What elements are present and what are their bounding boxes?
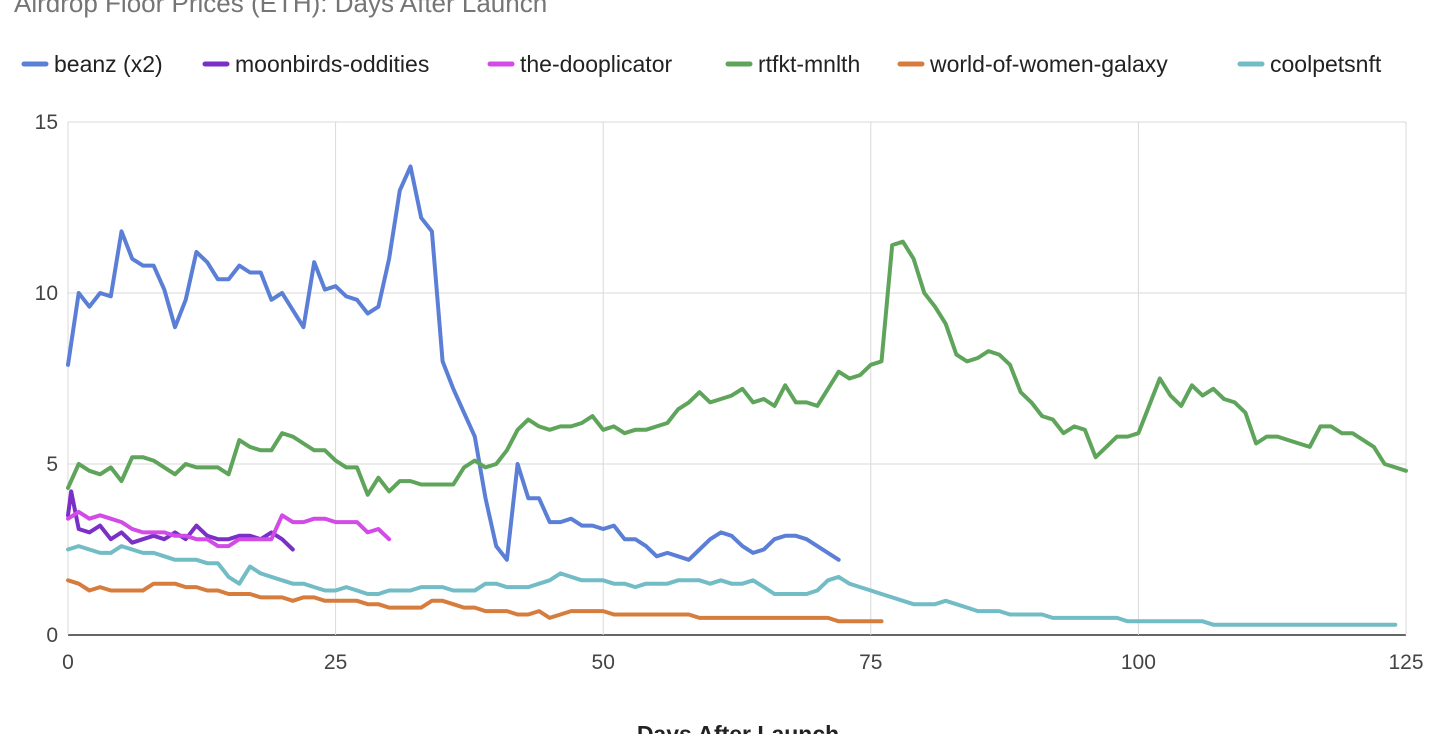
legend-label: beanz (x2) [54, 51, 163, 77]
x-tick-label: 125 [1388, 651, 1423, 674]
x-tick-label: 0 [62, 651, 74, 674]
legend-label: world-of-women-galaxy [929, 51, 1168, 77]
series-line-rtfkt-mnlth [66, 239, 1408, 497]
chart-title: Airdrop Floor Prices (ETH): Days After L… [14, 0, 548, 18]
x-tick-label: 50 [592, 651, 615, 674]
y-axis: 0 5 10 15 [35, 111, 58, 647]
legend-label: the-dooplicator [520, 51, 672, 77]
legend-label: coolpetsnft [1270, 51, 1382, 77]
x-tick-label: 100 [1121, 651, 1156, 674]
y-tick-label: 5 [46, 453, 58, 476]
series-lines [66, 164, 1408, 627]
series-line-the-dooplicator [66, 509, 392, 549]
legend-label: moonbirds-oddities [235, 51, 429, 77]
grid [67, 121, 1407, 636]
x-tick-label: 25 [324, 651, 347, 674]
legend-item: the-dooplicator [487, 51, 672, 77]
legend-item: moonbirds-oddities [202, 51, 429, 77]
legend-item: coolpetsnft [1237, 51, 1382, 77]
x-tick-label: 75 [859, 651, 882, 674]
series-line-world-of-women-galaxy [66, 578, 884, 624]
series-line-coolpetsnft [66, 544, 1398, 627]
legend-item: world-of-women-galaxy [897, 51, 1168, 77]
y-tick-label: 0 [46, 624, 58, 647]
y-tick-label: 15 [35, 111, 58, 134]
legend-label: rtfkt-mnlth [758, 51, 860, 77]
y-tick-label: 10 [35, 282, 58, 305]
x-axis-label: Days After Launch [637, 721, 839, 734]
legend: beanz (x2) moonbirds-oddities the-dooplica… [21, 51, 1382, 77]
x-axis: 0 25 50 75 100 125 [62, 651, 1423, 674]
series-line-moonbirds-oddities [66, 489, 295, 552]
series-line-beanz-x2- [66, 164, 841, 562]
legend-item: beanz (x2) [21, 51, 163, 77]
legend-item: rtfkt-mnlth [725, 51, 860, 77]
